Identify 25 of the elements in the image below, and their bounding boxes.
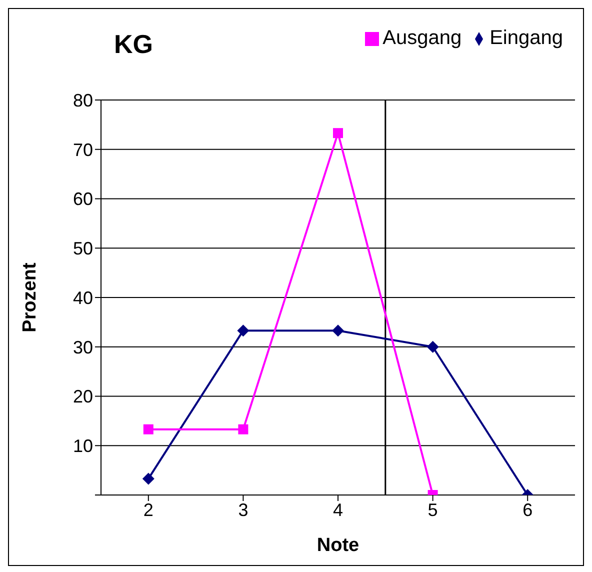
y-tick-label: 20 (72, 386, 93, 407)
x-tick-label: 6 (522, 500, 533, 520)
point (333, 128, 343, 138)
y-tick-label: 70 (72, 140, 93, 160)
y-tick-label: 30 (72, 337, 93, 358)
y-tick-label: 40 (72, 288, 93, 308)
y-tick-label: 10 (72, 436, 93, 456)
point (237, 324, 250, 337)
x-tick-label: 3 (238, 500, 248, 520)
y-tick-label: 50 (72, 238, 93, 259)
point (332, 324, 344, 337)
point (426, 340, 439, 353)
point (238, 424, 248, 434)
y-tick-label: 60 (72, 189, 93, 210)
y-axis-title: Prozent (20, 262, 41, 332)
x-tick-label: 2 (143, 500, 154, 520)
point (142, 472, 154, 485)
x-axis-title: Note (316, 535, 360, 556)
x-tick-label: 4 (332, 500, 344, 520)
x-tick-label: 5 (428, 500, 438, 520)
chart-title: KG (114, 29, 153, 60)
point (143, 424, 154, 434)
legend-label: Eingang (490, 27, 563, 49)
legend-label: Ausgang (382, 27, 462, 49)
y-tick-label: 80 (72, 90, 93, 110)
